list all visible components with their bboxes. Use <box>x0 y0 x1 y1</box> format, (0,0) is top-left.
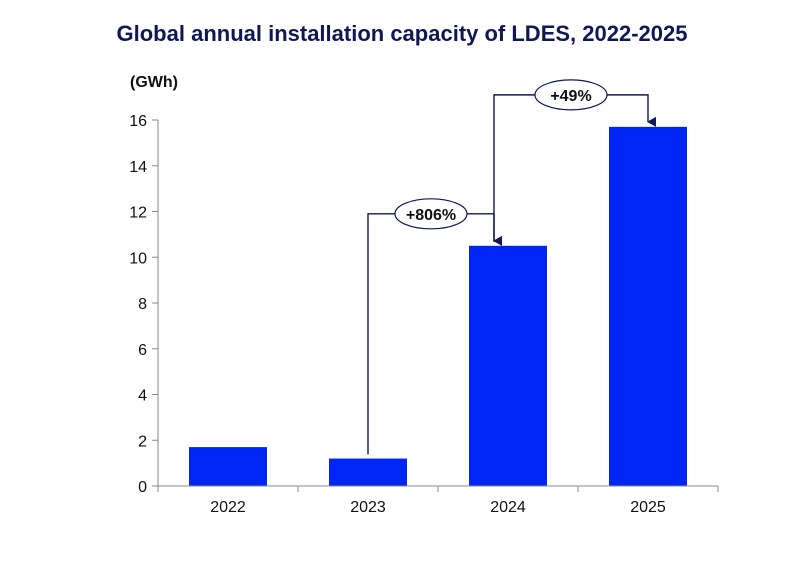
chart-title: Global annual installation capacity of L… <box>116 21 688 46</box>
bar-2022 <box>189 447 267 486</box>
y-tick-label: 4 <box>138 388 147 405</box>
x-tick-label: 2025 <box>630 499 666 516</box>
x-tick-label: 2022 <box>210 499 246 516</box>
axes-layer: 0 2 4 6 8 10 12 14 16 2022 2023 2024 2025 <box>129 113 719 516</box>
growth-bubble <box>394 198 468 230</box>
x-tick-label: 2023 <box>350 499 386 516</box>
growth-label: +49% <box>550 88 591 105</box>
bars-layer <box>189 126 687 487</box>
y-tick-label: 8 <box>138 296 147 313</box>
growth-annotation: +49% <box>493 79 656 242</box>
bar-2025 <box>609 126 687 487</box>
y-tick-label: 2 <box>138 433 147 450</box>
growth-bubble <box>534 79 608 111</box>
bar-2023 <box>329 458 407 486</box>
y-tick-label: 10 <box>129 250 147 267</box>
y-tick-label: 0 <box>138 479 147 496</box>
y-tick-label: 16 <box>129 113 147 130</box>
y-tick-label: 12 <box>129 205 147 222</box>
y-unit-label: (GWh) <box>130 74 178 91</box>
growth-label: +806% <box>406 207 456 224</box>
y-tick-label: 14 <box>129 159 147 176</box>
y-tick-label: 6 <box>138 342 147 359</box>
annotations-layer: +806% +49% <box>367 79 656 455</box>
bar-2024 <box>469 245 547 486</box>
x-tick-label: 2024 <box>490 499 526 516</box>
